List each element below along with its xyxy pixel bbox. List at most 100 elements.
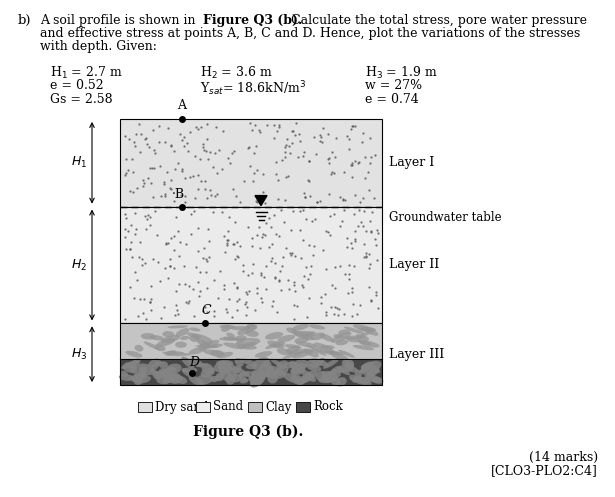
Ellipse shape (251, 374, 268, 379)
Bar (120, 324, 382, 359)
Ellipse shape (319, 376, 338, 383)
Ellipse shape (258, 369, 276, 377)
Ellipse shape (304, 348, 319, 357)
Ellipse shape (349, 375, 357, 380)
Ellipse shape (242, 340, 261, 348)
Ellipse shape (227, 367, 237, 377)
Ellipse shape (237, 325, 257, 335)
Text: Y$_{sat}$= 18.6kN/m$^3$: Y$_{sat}$= 18.6kN/m$^3$ (200, 79, 306, 98)
Text: and effective stress at points A, B, C and D. Hence, plot the variations of the : and effective stress at points A, B, C a… (40, 27, 580, 40)
Ellipse shape (237, 344, 257, 349)
Text: Layer I: Layer I (389, 156, 434, 169)
Ellipse shape (180, 336, 189, 340)
Ellipse shape (218, 361, 227, 371)
Ellipse shape (245, 330, 259, 337)
Ellipse shape (240, 379, 248, 384)
Ellipse shape (165, 363, 181, 375)
Ellipse shape (331, 332, 352, 343)
Ellipse shape (294, 331, 314, 337)
Ellipse shape (134, 377, 142, 385)
Text: Dry sand: Dry sand (155, 401, 208, 414)
Text: ·B: ·B (172, 187, 185, 201)
Ellipse shape (196, 363, 208, 368)
Text: Figure Q3 (b).: Figure Q3 (b). (203, 14, 303, 27)
Ellipse shape (158, 368, 169, 378)
Ellipse shape (119, 374, 134, 381)
Ellipse shape (199, 342, 210, 348)
Ellipse shape (329, 351, 349, 361)
Ellipse shape (223, 336, 241, 341)
Ellipse shape (162, 373, 180, 384)
Ellipse shape (300, 370, 317, 383)
Ellipse shape (210, 350, 224, 357)
Ellipse shape (149, 335, 164, 340)
Ellipse shape (310, 358, 328, 366)
Text: H$_3$ = 1.9 m: H$_3$ = 1.9 m (365, 65, 438, 81)
Ellipse shape (166, 367, 177, 373)
Ellipse shape (221, 325, 231, 332)
Ellipse shape (189, 328, 200, 331)
Ellipse shape (286, 328, 297, 333)
Ellipse shape (370, 367, 379, 375)
Ellipse shape (366, 368, 379, 380)
Ellipse shape (361, 331, 372, 336)
Ellipse shape (231, 326, 252, 331)
Ellipse shape (171, 375, 183, 380)
Text: Figure Q3 (b).: Figure Q3 (b). (193, 425, 303, 439)
Ellipse shape (312, 348, 327, 356)
Ellipse shape (331, 365, 351, 373)
Ellipse shape (133, 366, 148, 380)
Ellipse shape (252, 357, 270, 370)
Text: (14 marks): (14 marks) (529, 451, 598, 464)
Ellipse shape (199, 340, 220, 350)
Ellipse shape (342, 360, 351, 367)
Ellipse shape (143, 341, 161, 350)
Text: Layer III: Layer III (389, 348, 444, 361)
Ellipse shape (167, 353, 191, 356)
Ellipse shape (248, 371, 265, 380)
Ellipse shape (311, 332, 325, 340)
Ellipse shape (293, 359, 308, 370)
Ellipse shape (210, 343, 223, 348)
Ellipse shape (306, 364, 321, 372)
Text: H$_2$ = 3.6 m: H$_2$ = 3.6 m (200, 65, 272, 81)
Ellipse shape (345, 362, 354, 372)
Ellipse shape (290, 367, 300, 375)
Ellipse shape (226, 375, 236, 385)
Ellipse shape (236, 338, 260, 341)
Ellipse shape (328, 371, 338, 380)
Ellipse shape (189, 376, 204, 386)
Ellipse shape (294, 364, 306, 369)
Ellipse shape (216, 373, 224, 379)
Ellipse shape (175, 341, 187, 348)
Ellipse shape (370, 369, 381, 373)
Ellipse shape (141, 333, 156, 339)
Ellipse shape (286, 346, 300, 354)
Ellipse shape (197, 340, 210, 347)
Ellipse shape (282, 352, 303, 359)
Ellipse shape (344, 327, 364, 334)
Bar (120, 207, 382, 324)
Ellipse shape (156, 371, 164, 376)
Ellipse shape (148, 358, 160, 367)
Ellipse shape (125, 351, 143, 357)
Ellipse shape (236, 339, 245, 344)
Ellipse shape (231, 373, 242, 382)
Ellipse shape (277, 348, 293, 355)
Ellipse shape (371, 377, 383, 384)
Ellipse shape (321, 345, 335, 349)
Ellipse shape (330, 369, 341, 377)
Ellipse shape (203, 349, 224, 356)
Ellipse shape (301, 370, 316, 382)
Ellipse shape (267, 366, 277, 377)
Ellipse shape (218, 364, 229, 374)
Ellipse shape (325, 371, 337, 382)
Ellipse shape (349, 378, 365, 385)
Ellipse shape (188, 358, 204, 367)
Text: $H_3$: $H_3$ (71, 346, 87, 362)
Ellipse shape (336, 340, 348, 345)
Ellipse shape (149, 361, 161, 372)
Ellipse shape (361, 364, 371, 371)
Ellipse shape (271, 341, 285, 347)
Ellipse shape (251, 369, 264, 379)
